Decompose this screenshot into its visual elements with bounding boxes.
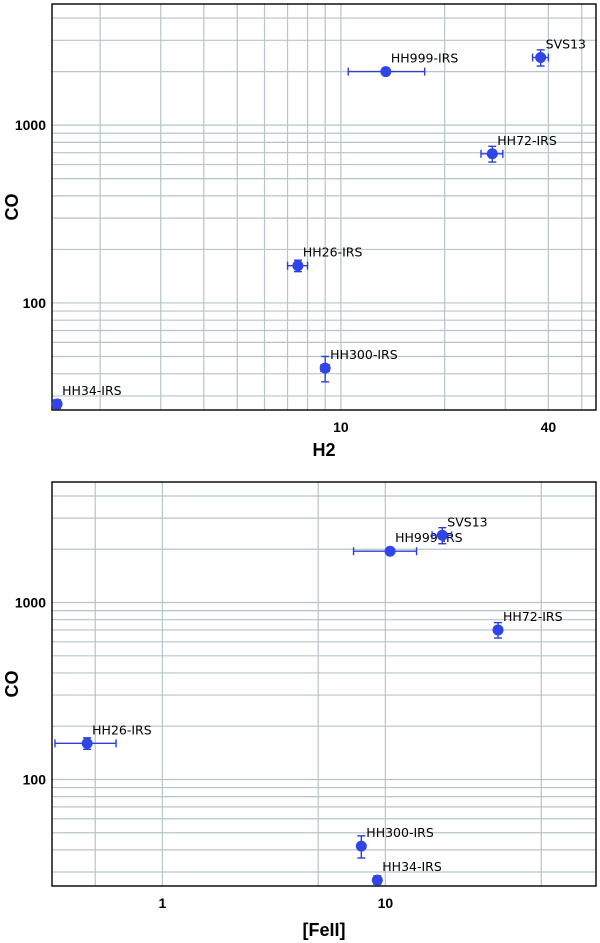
data-point — [51, 398, 63, 410]
data-point-group: SVS13 — [431, 514, 488, 545]
data-point-group: HH300-IRS — [319, 347, 398, 383]
data-point — [292, 260, 304, 272]
x-tick-label: 1 — [158, 895, 166, 911]
grid — [52, 4, 596, 410]
data-point — [355, 840, 367, 852]
data-point — [535, 52, 547, 64]
plot-frame — [51, 3, 597, 411]
plot-frame — [51, 481, 597, 887]
data-point-group: HH26-IRS — [54, 722, 152, 751]
y-tick-label: 1000 — [15, 595, 46, 611]
y-axis-title: CO — [2, 671, 22, 698]
point-label: HH999-IRS — [391, 51, 459, 66]
y-tick-label: 100 — [23, 771, 47, 787]
point-label: SVS13 — [447, 514, 487, 529]
data-point — [371, 874, 383, 886]
x-tick-label: 40 — [541, 419, 557, 435]
point-label: HH26-IRS — [92, 722, 152, 737]
data-point — [436, 529, 448, 541]
y-axis-title: CO — [2, 194, 22, 221]
data-point-group: HH999-IRS — [347, 51, 459, 78]
feii-vs-co-panel: 1 10 100 1000 [FeII] CO HH26-IRS HH300-IRS HH34-… — [2, 481, 597, 940]
data-point — [486, 148, 498, 160]
grid — [52, 482, 596, 886]
data-point-group: HH34-IRS — [371, 859, 442, 886]
data-point-group: HH72-IRS — [480, 133, 557, 163]
y-tick-label: 1000 — [15, 117, 46, 133]
data-point — [384, 545, 396, 557]
point-label: HH34-IRS — [62, 383, 122, 398]
data-point — [81, 737, 93, 749]
x-axis-title: H2 — [312, 440, 335, 460]
data-point-group: SVS13 — [531, 37, 586, 67]
point-label: HH72-IRS — [503, 609, 563, 624]
x-tick-label: 10 — [378, 895, 394, 911]
data-point-group: HH72-IRS — [492, 609, 563, 639]
point-label: HH999-IRS — [395, 530, 463, 545]
x-tick-label: 10 — [333, 419, 349, 435]
point-label: SVS13 — [546, 37, 586, 52]
data-point-group: HH300-IRS — [355, 825, 434, 859]
h2-vs-co-panel: 10 40 100 1000 H2 CO HH34-IRS HH300-IRS HH26-IRS… — [2, 3, 597, 460]
data-point — [380, 66, 392, 78]
point-label: HH300-IRS — [330, 347, 398, 362]
data-point-group: HH26-IRS — [286, 245, 363, 273]
point-label: HH300-IRS — [366, 825, 434, 840]
x-axis-title: [FeII] — [303, 920, 346, 940]
data-point — [319, 362, 331, 374]
point-label: HH34-IRS — [382, 859, 442, 874]
data-point-group: HH34-IRS — [51, 383, 122, 410]
data-point — [492, 624, 504, 636]
point-label: HH26-IRS — [303, 245, 363, 260]
y-tick-label: 100 — [23, 295, 47, 311]
point-label: HH72-IRS — [497, 133, 557, 148]
